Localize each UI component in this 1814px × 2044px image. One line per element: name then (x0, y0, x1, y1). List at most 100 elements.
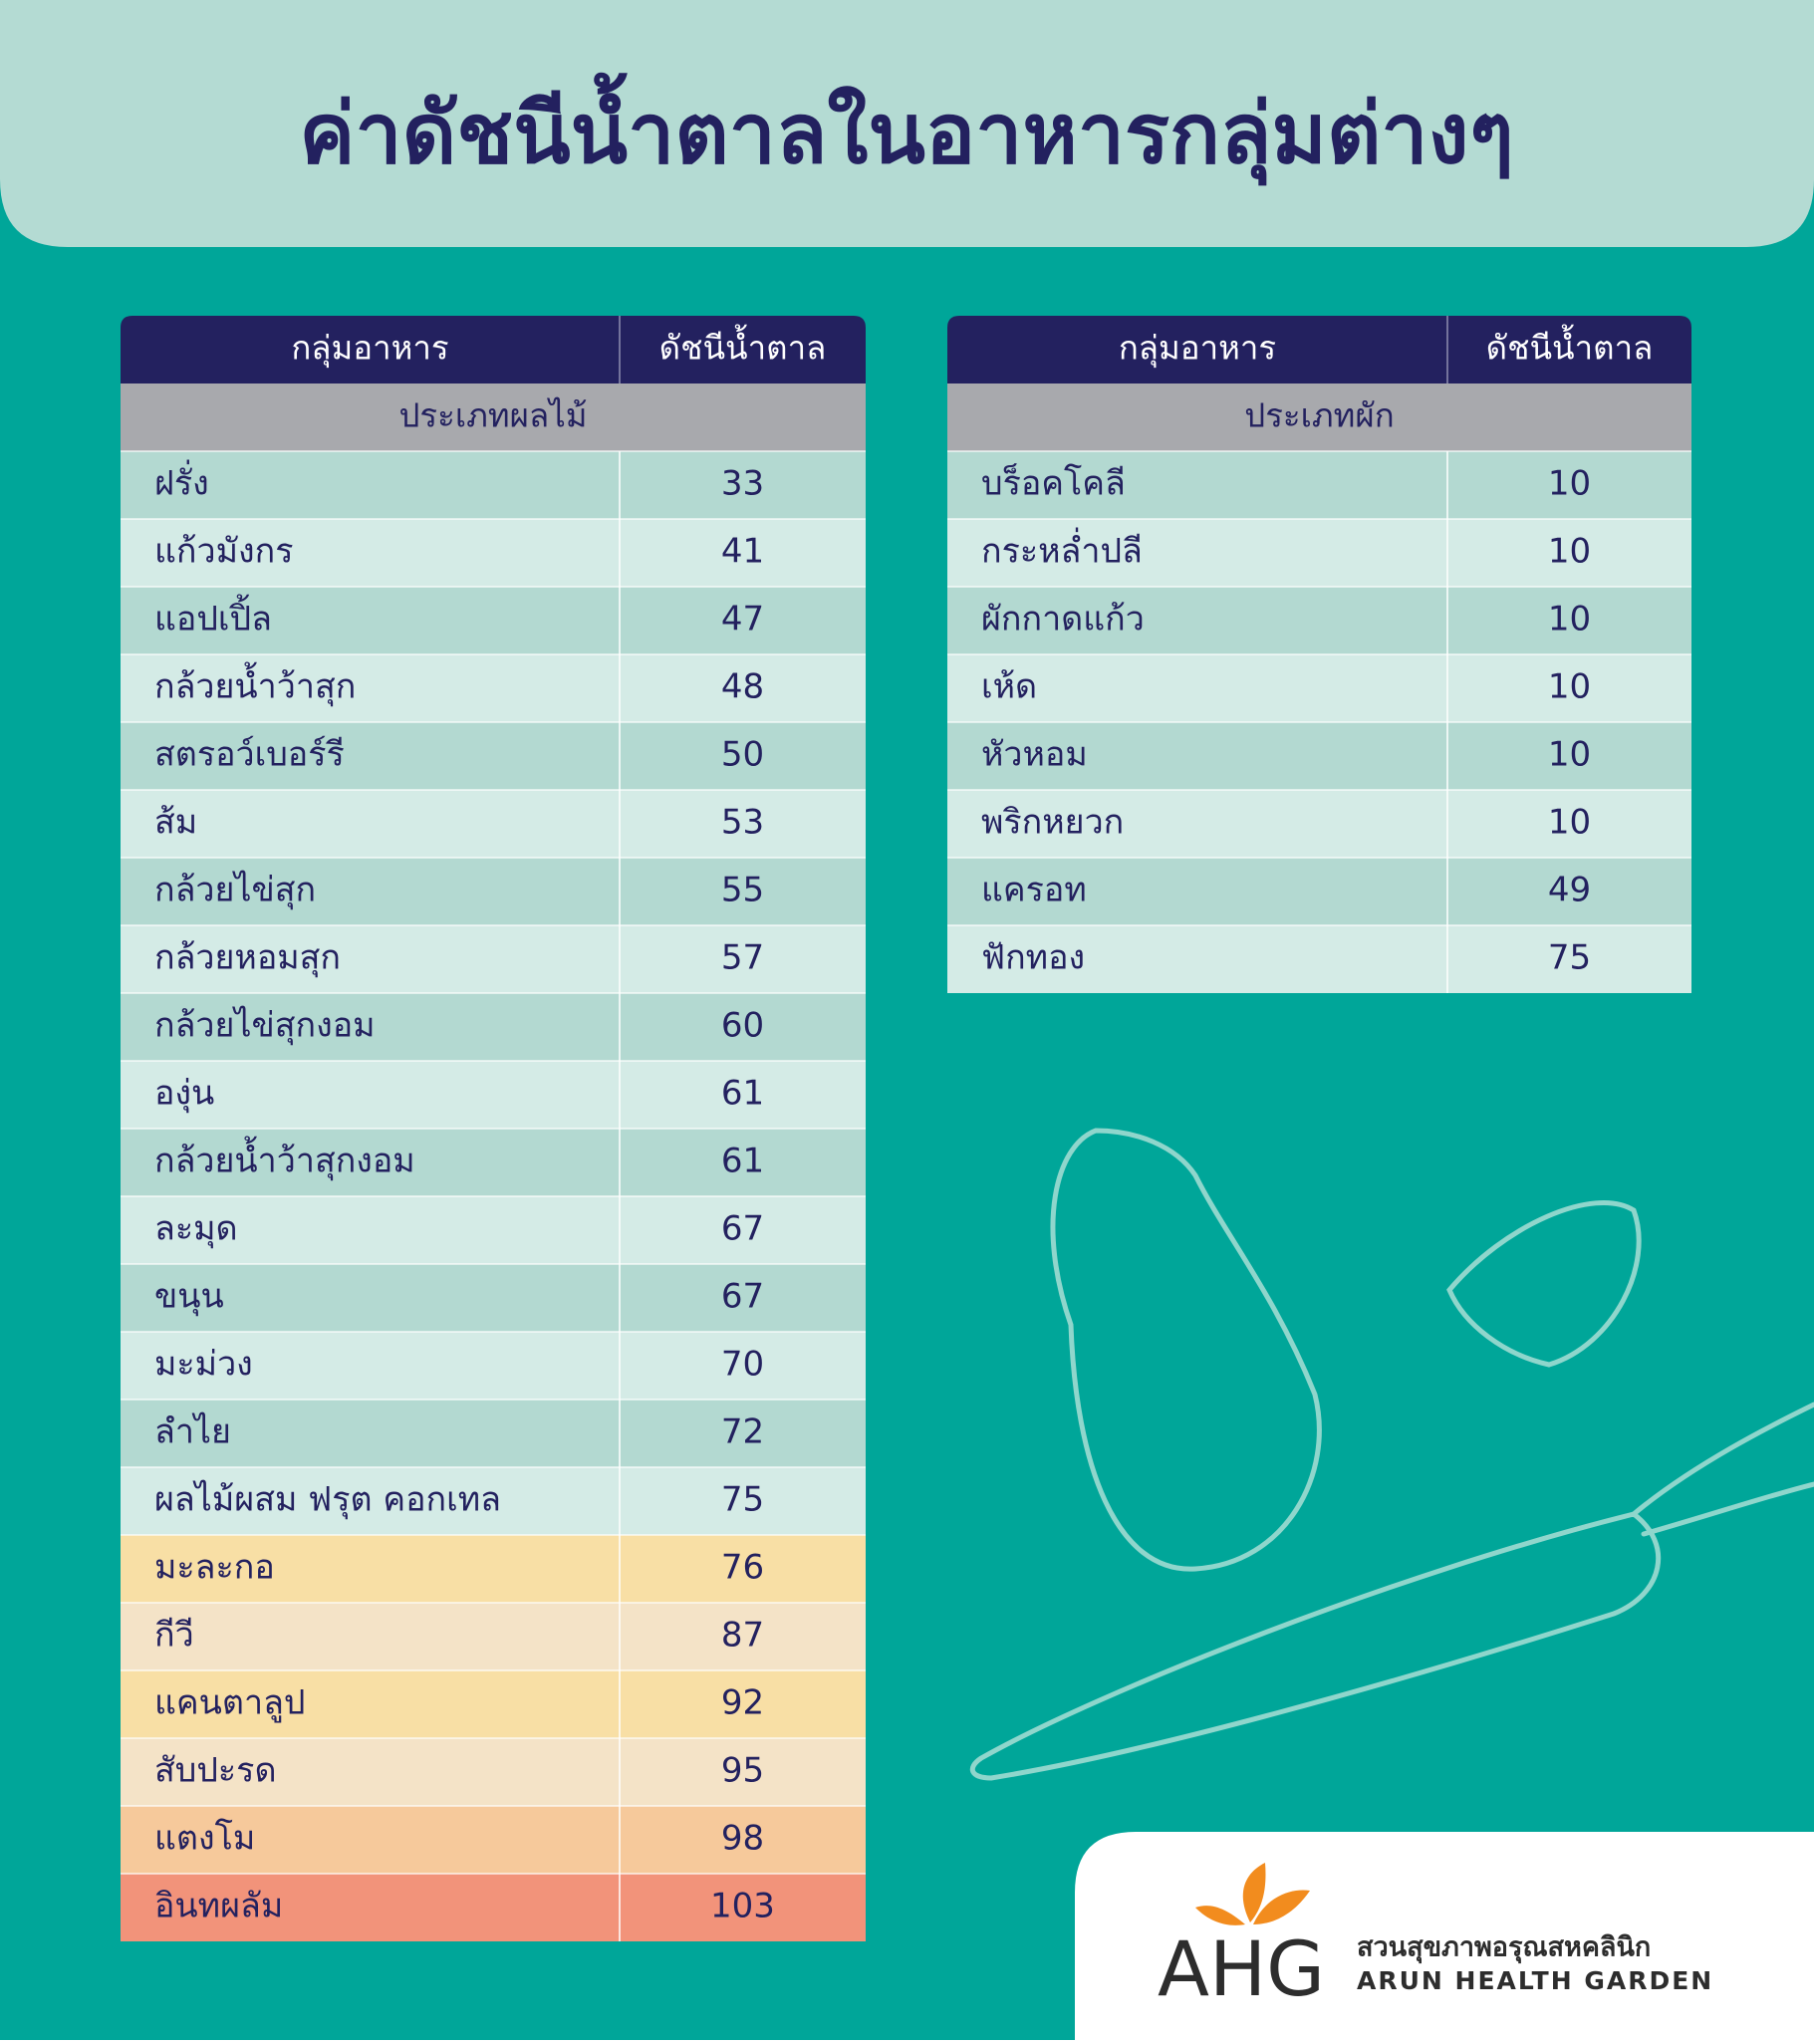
food-name: ลำไย (154, 1412, 231, 1452)
table-row (947, 519, 1691, 587)
table-row (121, 451, 866, 519)
gi-value: 87 (721, 1616, 764, 1656)
table-row (121, 587, 866, 654)
gi-value: 10 (1548, 735, 1591, 775)
table-row (947, 654, 1691, 722)
decor (969, 1128, 1814, 1781)
table-row (121, 722, 866, 790)
gi-value: 10 (1548, 600, 1591, 639)
food-name: กล้วยน้ำว้าสุก (154, 662, 356, 707)
table-row (121, 519, 866, 587)
table-row (947, 451, 1691, 519)
food-name: กล้วยไข่สุกงอม (154, 1006, 376, 1046)
gi-value: 103 (710, 1887, 775, 1926)
table-row (121, 993, 866, 1061)
table-row (947, 722, 1691, 790)
food-name: กล้วยไข่สุก (154, 871, 316, 910)
logo-leaf (1195, 1863, 1310, 1925)
title: ค่าดัชนีน้ำตาลในอาหารกลุ่มต่างๆ (299, 72, 1513, 186)
table-row (121, 1400, 866, 1467)
gi-value: 10 (1548, 667, 1591, 707)
gi-value: 55 (721, 871, 764, 910)
gi-value: 33 (721, 464, 764, 504)
food-name: กล้วยน้ำว้าสุกงอม (154, 1137, 415, 1181)
gi-value: 57 (721, 938, 764, 978)
gi-value: 61 (721, 1074, 764, 1114)
food-name: แอปเปิ้ล (154, 595, 272, 639)
gi-value: 60 (721, 1006, 764, 1046)
table-row (121, 1264, 866, 1332)
gi-value: 48 (721, 667, 764, 707)
food-name: ฟักทอง (981, 938, 1085, 978)
food-name: แก้วมังกร (154, 532, 293, 572)
gi-value: 98 (721, 1819, 764, 1859)
gi-value: 95 (721, 1751, 764, 1791)
table-row (121, 1535, 866, 1603)
food-name: กีวี (154, 1616, 194, 1656)
logo-english: ARUN HEALTH GARDEN (1357, 1966, 1713, 1995)
table-row (947, 858, 1691, 925)
food-name: แคนตาลูป (154, 1683, 306, 1723)
table-row (121, 790, 866, 858)
food-name: สตรอว์เบอร์รี (154, 735, 345, 775)
section-label: ประเภทผัก (1244, 396, 1395, 435)
gi-value: 75 (1548, 938, 1591, 978)
table-row (121, 654, 866, 722)
food-name: ฝรั่ง (154, 460, 209, 504)
gi-value: 67 (721, 1277, 764, 1317)
food-name: กระหล่ำปลี (981, 528, 1143, 572)
table-row (121, 1738, 866, 1806)
food-name: ผลไม้ผสม ฟรุต คอกเทล (154, 1480, 501, 1520)
table-row (121, 1670, 866, 1738)
food-name: แตงโม (154, 1819, 255, 1859)
gi-value: 70 (721, 1345, 764, 1385)
gi-value: 10 (1548, 532, 1591, 572)
gi-value: 10 (1548, 464, 1591, 504)
food-name: ละมุด (154, 1209, 238, 1249)
food-name: เห้ด (981, 667, 1037, 707)
section-row (121, 383, 866, 451)
gi-value: 10 (1548, 803, 1591, 843)
header-cell: กลุ่มอาหาร (291, 329, 448, 369)
gi-value: 47 (721, 600, 764, 639)
table-row (121, 858, 866, 925)
gi-value: 76 (721, 1548, 764, 1588)
food-name: อินทผลัม (154, 1887, 283, 1926)
gi-value: 92 (721, 1683, 764, 1723)
table-row (121, 1467, 866, 1535)
logo-mark: AHG (1158, 1924, 1325, 2013)
section-label: ประเภทผลไม้ (398, 396, 587, 435)
section-row (947, 383, 1691, 451)
table-row (121, 1061, 866, 1129)
logo-thai: สวนสุขภาพอรุณสหคลินิก (1357, 1932, 1651, 1964)
gi-value: 53 (721, 803, 764, 843)
food-name: แครอท (981, 871, 1087, 910)
food-name: องุ่น (154, 1074, 214, 1114)
gi-value: 49 (1548, 871, 1591, 910)
food-name: ผักกาดแก้ว (981, 600, 1145, 639)
food-name: สับปะรด (154, 1751, 277, 1791)
header-cell: ดัชนีน้ำตาล (1486, 325, 1654, 368)
table-row (121, 1332, 866, 1400)
food-name: ขนุน (154, 1277, 224, 1317)
gi-value: 50 (721, 735, 764, 775)
food-name: บร็อคโคลี (981, 463, 1126, 504)
header-cell: ดัชนีน้ำตาล (659, 325, 827, 368)
table-row (121, 1806, 866, 1874)
table-header (947, 316, 1691, 383)
gi-value: 61 (721, 1142, 764, 1181)
table-row (121, 1196, 866, 1264)
food-name: มะม่วง (154, 1345, 253, 1385)
table-row (947, 587, 1691, 654)
food-name: มะละกอ (154, 1548, 275, 1588)
food-name: หัวหอม (981, 735, 1088, 775)
header-cell: กลุ่มอาหาร (1119, 329, 1276, 369)
table-header (121, 316, 866, 383)
table-row (121, 1129, 866, 1196)
food-name: พริกหยวก (981, 803, 1124, 843)
gi-value: 67 (721, 1209, 764, 1249)
gi-value: 72 (721, 1412, 764, 1452)
title-band (0, 0, 1814, 247)
food-name: ส้ม (154, 803, 197, 843)
